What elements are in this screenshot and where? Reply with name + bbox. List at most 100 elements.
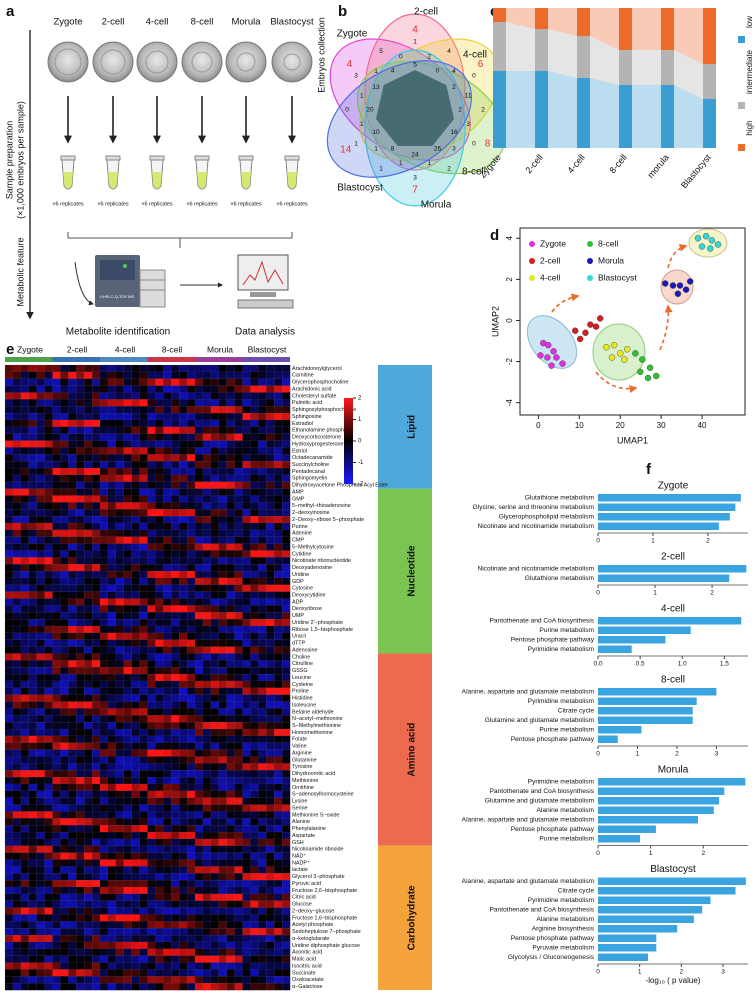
metabolite-label: Sphingosine <box>292 414 322 420</box>
heatmap-cell <box>84 612 93 620</box>
heatmap-cell <box>44 502 53 510</box>
heatmap-cell <box>123 612 132 620</box>
heatmap-cell <box>76 797 85 805</box>
heatmap-cell <box>274 660 283 668</box>
heatmap-cell <box>60 886 69 895</box>
heatmap-cell <box>36 907 45 915</box>
heatmap-cell <box>131 838 140 847</box>
heatmap-cell <box>218 529 227 537</box>
heatmap-cell <box>12 543 22 551</box>
heatmap-cell <box>171 873 180 881</box>
heatmap-cell <box>28 639 37 647</box>
heatmap-cell <box>68 461 77 469</box>
heatmap-cell <box>115 880 125 888</box>
heatmap-cell <box>202 639 212 647</box>
heatmap-cell <box>20 852 30 860</box>
heatmap-cell <box>282 715 291 723</box>
heatmap-cell <box>92 735 101 744</box>
heatmap-cell <box>202 619 212 627</box>
point <box>548 362 555 369</box>
heatmap-cell <box>28 756 37 764</box>
heatmap-cell <box>250 763 259 771</box>
heatmap-cell <box>139 790 148 798</box>
heatmap-cell <box>147 811 156 819</box>
heatmap-cell <box>147 852 156 860</box>
heatmap-cell <box>226 866 235 874</box>
heatmap-cell <box>171 914 180 922</box>
heatmap-cell <box>274 516 283 524</box>
heatmap-cell <box>107 385 117 393</box>
heatmap-cell <box>123 543 132 551</box>
heatmap-cell <box>20 770 30 778</box>
heatmap-cell <box>123 804 132 812</box>
heatmap-cell <box>250 543 259 551</box>
venn-count: 5 <box>379 48 383 55</box>
heatmap-cell <box>187 667 196 675</box>
heatmap-cell <box>107 680 117 689</box>
heatmap-cell <box>99 708 109 716</box>
heatmap-cell <box>12 461 22 469</box>
heatmap-cell <box>282 591 291 599</box>
heatmap-cell <box>60 962 69 970</box>
heatmap-cell <box>147 557 156 565</box>
stage-label: Morula <box>231 17 261 28</box>
heatmap-cell <box>4 770 14 778</box>
heatmap-cell <box>282 797 291 805</box>
heatmap-cell <box>44 742 53 750</box>
heatmap-cell <box>115 673 125 682</box>
heatmap-cell <box>194 488 204 496</box>
heatmap-cell <box>250 673 259 682</box>
heatmap-cell <box>187 557 196 565</box>
heatmap-cell <box>139 694 148 702</box>
heatmap-cell <box>234 536 243 544</box>
metabolite-label: Malic acid <box>292 957 316 963</box>
heatmap-cell <box>76 969 85 977</box>
heatmap-cell <box>28 880 37 888</box>
heatmap-cell <box>218 811 227 819</box>
x-tick-label: 20 <box>616 421 625 430</box>
heatmap-cell <box>242 419 251 428</box>
heatmap-cell <box>52 639 61 647</box>
heatmap-cell <box>202 605 212 613</box>
heatmap-cell <box>36 708 45 716</box>
heatmap-cell <box>76 687 85 695</box>
heatmap-cell <box>123 413 132 421</box>
heatmap-cell <box>147 653 156 661</box>
heatmap-cell <box>92 914 101 922</box>
heatmap-cell <box>234 529 243 537</box>
metabolite-label: NAD⁺ <box>292 853 306 859</box>
heatmap-cell <box>171 454 180 462</box>
heatmap-cell <box>155 934 164 943</box>
heatmap-cell <box>28 667 37 675</box>
heatmap-cell <box>250 550 259 558</box>
x-tick-label: 1 <box>651 538 655 545</box>
heatmap-cell <box>258 413 267 421</box>
heatmap-cell <box>68 941 77 950</box>
heatmap-cell <box>60 481 69 489</box>
heatmap-cell <box>4 914 14 922</box>
heatmap-cell <box>131 516 140 524</box>
heatmap-cell <box>147 426 156 434</box>
heatmap-cell <box>258 859 267 867</box>
heatmap-cell <box>44 625 53 634</box>
heatmap-cell <box>266 852 275 860</box>
heatmap-cell <box>282 777 291 785</box>
bar <box>598 944 657 952</box>
heatmap-cell <box>44 543 53 551</box>
subchart-title: Morula <box>658 765 689 776</box>
heatmap-cell <box>4 371 14 380</box>
heatmap-cell <box>282 948 291 956</box>
heatmap-cell <box>84 529 93 537</box>
heatmap-cell <box>202 873 212 881</box>
heatmap-cell <box>226 783 235 792</box>
heatmap-cell <box>250 976 259 984</box>
heatmap-cell <box>107 866 117 874</box>
heatmap-cell <box>99 639 109 647</box>
heatmap-cell <box>147 928 156 936</box>
heatmap-cell <box>12 783 22 792</box>
heatmap-cell <box>155 667 164 675</box>
venn-count: 2 <box>447 166 451 173</box>
heatmap-cell <box>107 859 117 867</box>
heatmap-cell <box>60 783 69 792</box>
heatmap-cell <box>68 983 77 991</box>
